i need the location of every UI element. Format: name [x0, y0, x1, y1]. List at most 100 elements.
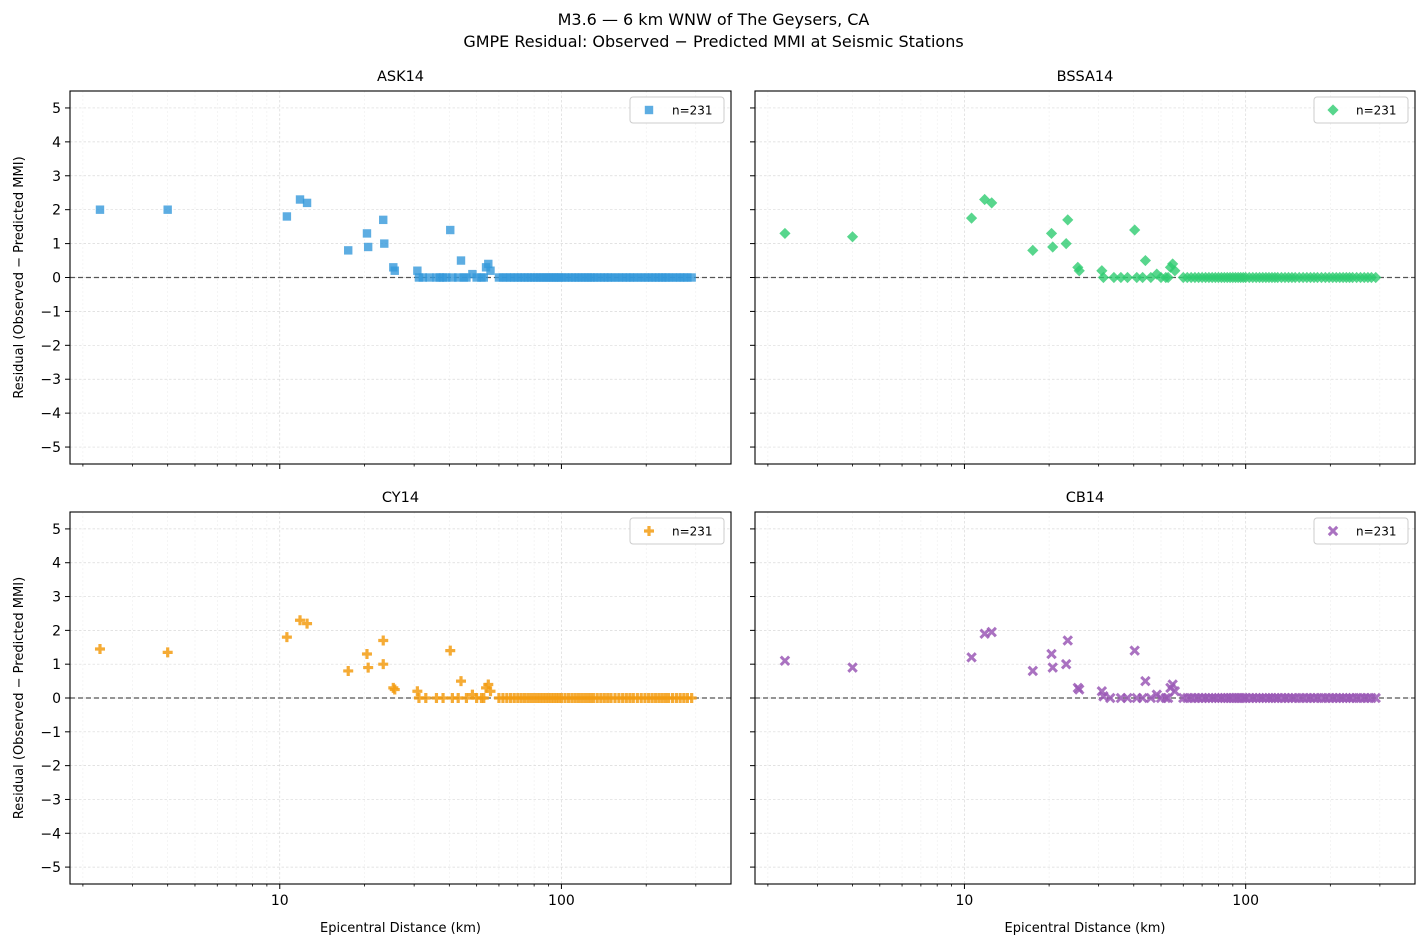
data-points	[95, 195, 696, 282]
y-tick-label: −5	[40, 860, 61, 876]
panel-title: BSSA14	[1057, 69, 1114, 85]
data-point	[462, 273, 471, 282]
data-point	[456, 256, 466, 265]
legend-marker	[644, 105, 654, 115]
data-point	[412, 686, 423, 697]
panel-title: ASK14	[377, 69, 424, 85]
data-point	[1169, 265, 1181, 277]
data-point	[281, 632, 292, 643]
legend-box	[1313, 96, 1409, 124]
y-axis-label: Residual (Observed − Predicted MMI)	[12, 577, 27, 819]
data-point	[455, 676, 466, 687]
data-point	[420, 693, 431, 704]
data-point	[966, 652, 977, 663]
data-point	[438, 693, 449, 704]
axes-frame	[69, 511, 732, 885]
data-point	[846, 231, 859, 243]
data-point	[486, 266, 495, 275]
data-point	[478, 693, 489, 704]
y-tick-label: 3	[52, 169, 61, 185]
data-point	[1129, 645, 1140, 656]
figure-title-line1: M3.6 — 6 km WNW of The Geysers, CA	[558, 10, 870, 29]
data-point	[479, 273, 488, 282]
y-tick-label: −1	[40, 725, 61, 741]
data-point	[453, 693, 464, 704]
y-tick-label: 0	[52, 271, 61, 287]
panel-title: CY14	[382, 490, 419, 506]
data-point	[445, 645, 456, 656]
data-point	[1122, 692, 1133, 704]
data-points	[779, 193, 1382, 284]
data-point	[378, 635, 389, 646]
axes-frame	[69, 90, 732, 465]
data-point	[447, 693, 458, 704]
data-point	[483, 679, 494, 690]
data-point	[418, 273, 428, 282]
y-tick-label: 2	[52, 203, 61, 219]
data-point	[461, 693, 472, 704]
legend-box	[629, 517, 725, 545]
x-tick-label: 10	[271, 893, 289, 909]
data-point	[1140, 675, 1151, 687]
data-point	[389, 684, 400, 695]
data-point	[442, 273, 451, 282]
data-point	[1139, 254, 1152, 267]
data-point	[1129, 224, 1141, 236]
y-tick-label: −1	[40, 304, 61, 320]
data-point	[362, 229, 372, 238]
legend: n=231	[629, 96, 725, 124]
data-point	[683, 273, 692, 282]
data-point	[965, 212, 978, 224]
data-point	[484, 259, 493, 269]
data-point	[162, 647, 173, 658]
data-point	[979, 628, 990, 640]
y-tick-label: −2	[40, 759, 61, 775]
data-point	[431, 693, 442, 704]
data-point	[380, 239, 389, 248]
legend-label: n=231	[672, 104, 713, 118]
data-point	[1169, 685, 1181, 697]
data-point	[302, 198, 312, 208]
legend-marker	[1327, 104, 1339, 116]
y-tick-label: −3	[40, 372, 61, 388]
data-point	[1167, 679, 1178, 690]
figure-title-line2: GMPE Residual: Observed − Predicted MMI …	[463, 32, 963, 51]
data-point	[361, 649, 372, 660]
data-point	[1115, 271, 1127, 284]
data-point	[472, 273, 481, 282]
y-tick-label: −4	[40, 406, 61, 422]
data-point	[425, 273, 434, 282]
y-tick-label: 2	[52, 623, 61, 639]
legend-box	[629, 96, 725, 124]
panel-cb14: 10 100 CB14 Epicentral Distance (km) n=231	[750, 490, 1416, 936]
data-point	[1370, 692, 1381, 704]
data-point	[302, 618, 313, 629]
data-point	[379, 215, 388, 225]
data-point	[1045, 227, 1058, 240]
data-point	[343, 665, 354, 676]
x-tick-label: 100	[548, 893, 575, 909]
data-point	[1105, 692, 1116, 704]
data-point	[363, 242, 373, 252]
data-point	[687, 273, 696, 282]
data-point	[448, 273, 457, 282]
data-point	[1046, 648, 1057, 660]
data-point	[467, 689, 478, 700]
x-tick-label: 10	[956, 893, 974, 909]
y-tick-label: −4	[40, 826, 61, 842]
data-point	[1047, 241, 1059, 253]
data-points	[94, 615, 697, 704]
y-tick-label: 1	[52, 237, 61, 253]
data-point	[413, 693, 424, 704]
data-point	[468, 269, 477, 279]
data-point	[1098, 691, 1109, 702]
data-point	[1060, 658, 1072, 670]
y-tick-label: 4	[52, 556, 61, 572]
data-point	[363, 662, 374, 673]
y-tick-label: 4	[52, 135, 61, 151]
y-tick-label: −5	[40, 440, 61, 456]
panel-ask14: −5 −4 −3 −2 −1 0 1 2 3 4 5 ASK14 Residual (Observed …	[12, 69, 732, 469]
y-tick-label: −3	[40, 792, 61, 808]
data-point	[390, 266, 399, 275]
data-point	[847, 662, 858, 673]
